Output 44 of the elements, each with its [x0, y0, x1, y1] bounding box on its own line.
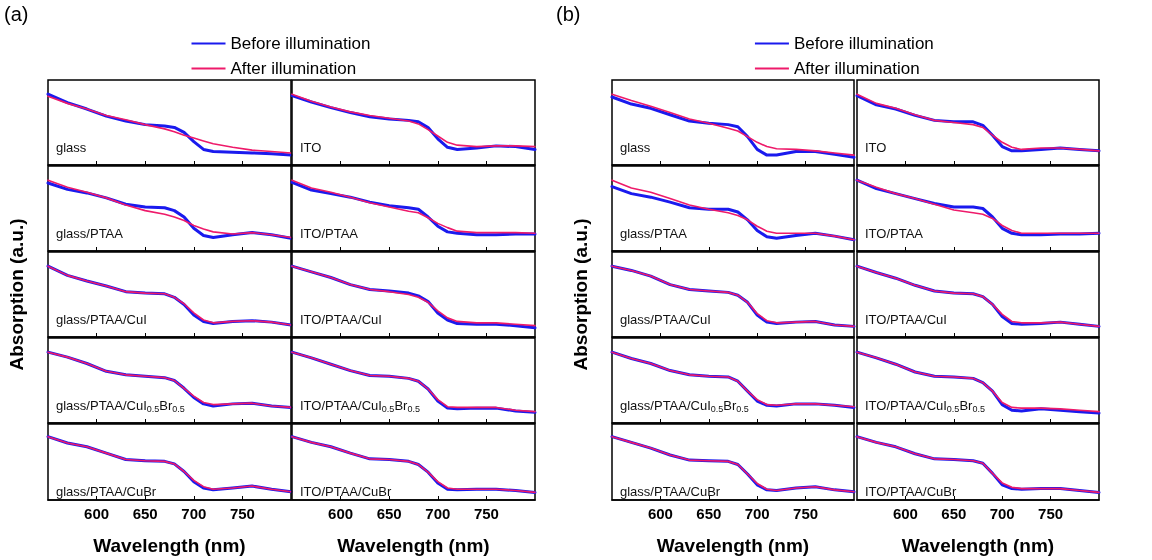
x-tick-label: 750: [473, 505, 499, 522]
x-tick-label: 600: [892, 505, 918, 522]
annotation: glass/PTAA/CuBr: [56, 483, 157, 499]
y-axis-title: Absorption (a.u.): [5, 218, 27, 371]
x-tick-label: 650: [132, 505, 158, 522]
annotation: ITO/PTAA/CuI: [300, 311, 382, 327]
annotation: glass: [620, 139, 651, 155]
x-tick-label: 650: [376, 505, 402, 522]
annotation: ITO/PTAA/CuBr: [865, 483, 957, 499]
x-tick-label: 650: [696, 505, 722, 522]
y-axis-title: Absorption (a.u.): [569, 218, 591, 371]
legend-label: After illumination: [793, 59, 920, 78]
annotation: glass/PTAA: [620, 225, 688, 241]
chart-title: (b): [556, 3, 581, 25]
x-tick-label: 600: [84, 505, 110, 522]
x-tick-label: 600: [328, 505, 354, 522]
annotation: ITO/PTAA: [300, 225, 359, 241]
x-tick-label: 750: [1038, 505, 1064, 522]
x-tick-label: 700: [425, 505, 451, 522]
x-tick-label: 700: [744, 505, 770, 522]
annotation: glass/PTAA/CuI: [620, 311, 711, 327]
legend-label: Before illumination: [230, 34, 371, 53]
x-tick-label: 650: [941, 505, 967, 522]
annotation: glass/PTAA/CuBr: [620, 483, 721, 499]
x-tick-label: 600: [647, 505, 673, 522]
x-axis-title: Wavelength (nm): [337, 535, 490, 556]
annotation: ITO: [865, 139, 887, 155]
x-axis-title: Wavelength (nm): [901, 535, 1055, 556]
legend-label: Before illumination: [793, 34, 934, 53]
annotation: ITO/PTAA/CuBr: [300, 483, 392, 499]
x-tick-label: 700: [181, 505, 207, 522]
annotation: ITO/PTAA/CuI: [865, 311, 947, 327]
annotation: glass/PTAA: [56, 225, 124, 241]
annotation: ITO: [300, 139, 322, 155]
x-axis-title: Wavelength (nm): [656, 535, 810, 556]
chart-title: (a): [4, 3, 29, 25]
x-axis-title: Wavelength (nm): [93, 535, 246, 556]
x-tick-label: 750: [793, 505, 819, 522]
annotation: glass: [56, 139, 87, 155]
annotation: glass/PTAA/CuI: [56, 311, 147, 327]
annotation: ITO/PTAA: [865, 225, 924, 241]
x-tick-label: 700: [989, 505, 1015, 522]
x-tick-label: 750: [229, 505, 255, 522]
legend-label: After illumination: [230, 59, 357, 78]
